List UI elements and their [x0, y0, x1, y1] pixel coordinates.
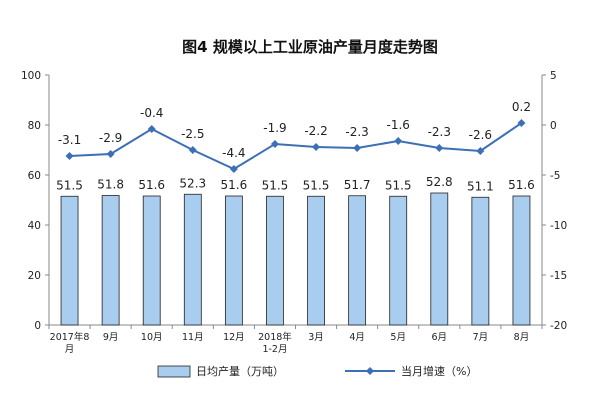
- line-value-label: -1.6: [386, 118, 409, 132]
- line-value-label: -2.6: [469, 128, 492, 142]
- right-tick-label: -15: [550, 270, 567, 282]
- legend-bar-swatch: [157, 365, 191, 378]
- line-value-label: -4.4: [222, 146, 245, 160]
- line-value-label: -0.4: [140, 106, 163, 120]
- x-category-label: 12月: [223, 332, 245, 343]
- bar-value-label: 51.6: [221, 178, 248, 192]
- line-point: [270, 140, 279, 148]
- left-tick-label: 80: [28, 120, 41, 132]
- line-value-label: -2.2: [304, 124, 327, 138]
- left-tick-label: 100: [21, 70, 41, 82]
- line-value-label: -2.9: [99, 131, 122, 145]
- left-tick-label: 60: [28, 170, 41, 182]
- left-tick-label: 40: [28, 220, 41, 232]
- bar-value-label: 51.5: [262, 178, 289, 192]
- line-value-label: 0.2: [512, 100, 531, 114]
- x-category-label: 11月: [182, 332, 204, 343]
- bar-value-label: 51.5: [56, 178, 83, 192]
- line-point: [476, 147, 485, 155]
- line-point: [229, 165, 238, 173]
- right-tick-label: 5: [550, 70, 557, 82]
- bar: [471, 196, 490, 326]
- legend-bar-label: 日均产量（万吨）: [196, 364, 284, 378]
- x-category-label: 6月: [432, 332, 448, 343]
- bar-value-label: 51.6: [138, 178, 165, 192]
- x-category-label: 2017年8 月: [50, 331, 90, 355]
- bar: [183, 193, 202, 326]
- bar: [224, 195, 243, 326]
- line-value-label: -2.5: [181, 127, 204, 141]
- bar: [142, 195, 161, 326]
- left-tick-label: 20: [28, 270, 41, 282]
- x-category-label: 10月: [141, 332, 163, 343]
- growth-line: [69, 122, 523, 171]
- axes: 0 20 40 60 80 100 -20 -15 -10 -5 0 5 2017年8 月 9月 10月 11月…: [21, 70, 567, 355]
- bar: [512, 195, 531, 326]
- chart-title: 图4 规模以上工业原油产量月度走势图: [182, 38, 438, 56]
- bar-series: [60, 192, 531, 326]
- legend-line-label: 当月增速（%）: [401, 364, 477, 378]
- right-tick-label: -20: [550, 320, 567, 332]
- line-point: [147, 125, 156, 133]
- bar: [60, 195, 79, 326]
- bar-value-label: 51.5: [385, 178, 412, 192]
- line-point: [435, 144, 444, 152]
- right-tick-label: -5: [550, 170, 560, 182]
- x-category-label: 5月: [390, 332, 406, 343]
- line-point: [106, 150, 115, 158]
- x-category-label: 9月: [103, 332, 119, 343]
- x-category-label: 7月: [473, 332, 489, 343]
- bar: [266, 195, 284, 326]
- bar-value-label: 51.5: [303, 178, 330, 192]
- bar: [348, 195, 367, 326]
- line-value-label: -3.1: [58, 133, 81, 147]
- x-category-label: 3月: [308, 332, 324, 343]
- line-value-label: -2.3: [428, 125, 451, 139]
- line-point: [353, 144, 362, 152]
- bar-value-label: 51.8: [97, 178, 124, 192]
- line-series: [65, 119, 526, 173]
- bar: [101, 195, 120, 326]
- line-point: [517, 119, 526, 127]
- line-point: [188, 146, 197, 154]
- right-tick-label: 0: [550, 120, 557, 132]
- bar: [389, 195, 408, 326]
- legend: 日均产量（万吨） 当月增速（%）: [157, 364, 477, 378]
- line-value-label: -2.3: [345, 125, 368, 139]
- left-tick-label: 0: [34, 320, 41, 332]
- bar: [307, 195, 325, 326]
- x-category-label: 2018年 1-2月: [258, 331, 292, 355]
- line-point: [65, 152, 74, 160]
- line-value-label: -1.9: [263, 121, 286, 135]
- bar-value-label: 51.7: [344, 178, 371, 192]
- right-tick-label: -10: [550, 220, 567, 232]
- bar: [430, 192, 449, 326]
- legend-line-marker: [366, 367, 374, 375]
- x-category-label: 8月: [514, 332, 530, 343]
- bar-value-label: 52.8: [426, 175, 453, 189]
- line-point: [394, 137, 403, 145]
- bar-value-label: 51.6: [508, 178, 535, 192]
- x-category-label: 4月: [349, 332, 365, 343]
- data-labels: 51.5 51.8 51.6 52.3 51.6 51.5 51.5 51.7 51.5 52.8…: [56, 100, 535, 193]
- line-point: [312, 143, 321, 151]
- bar-value-label: 52.3: [179, 176, 206, 190]
- bar-value-label: 51.1: [467, 179, 494, 193]
